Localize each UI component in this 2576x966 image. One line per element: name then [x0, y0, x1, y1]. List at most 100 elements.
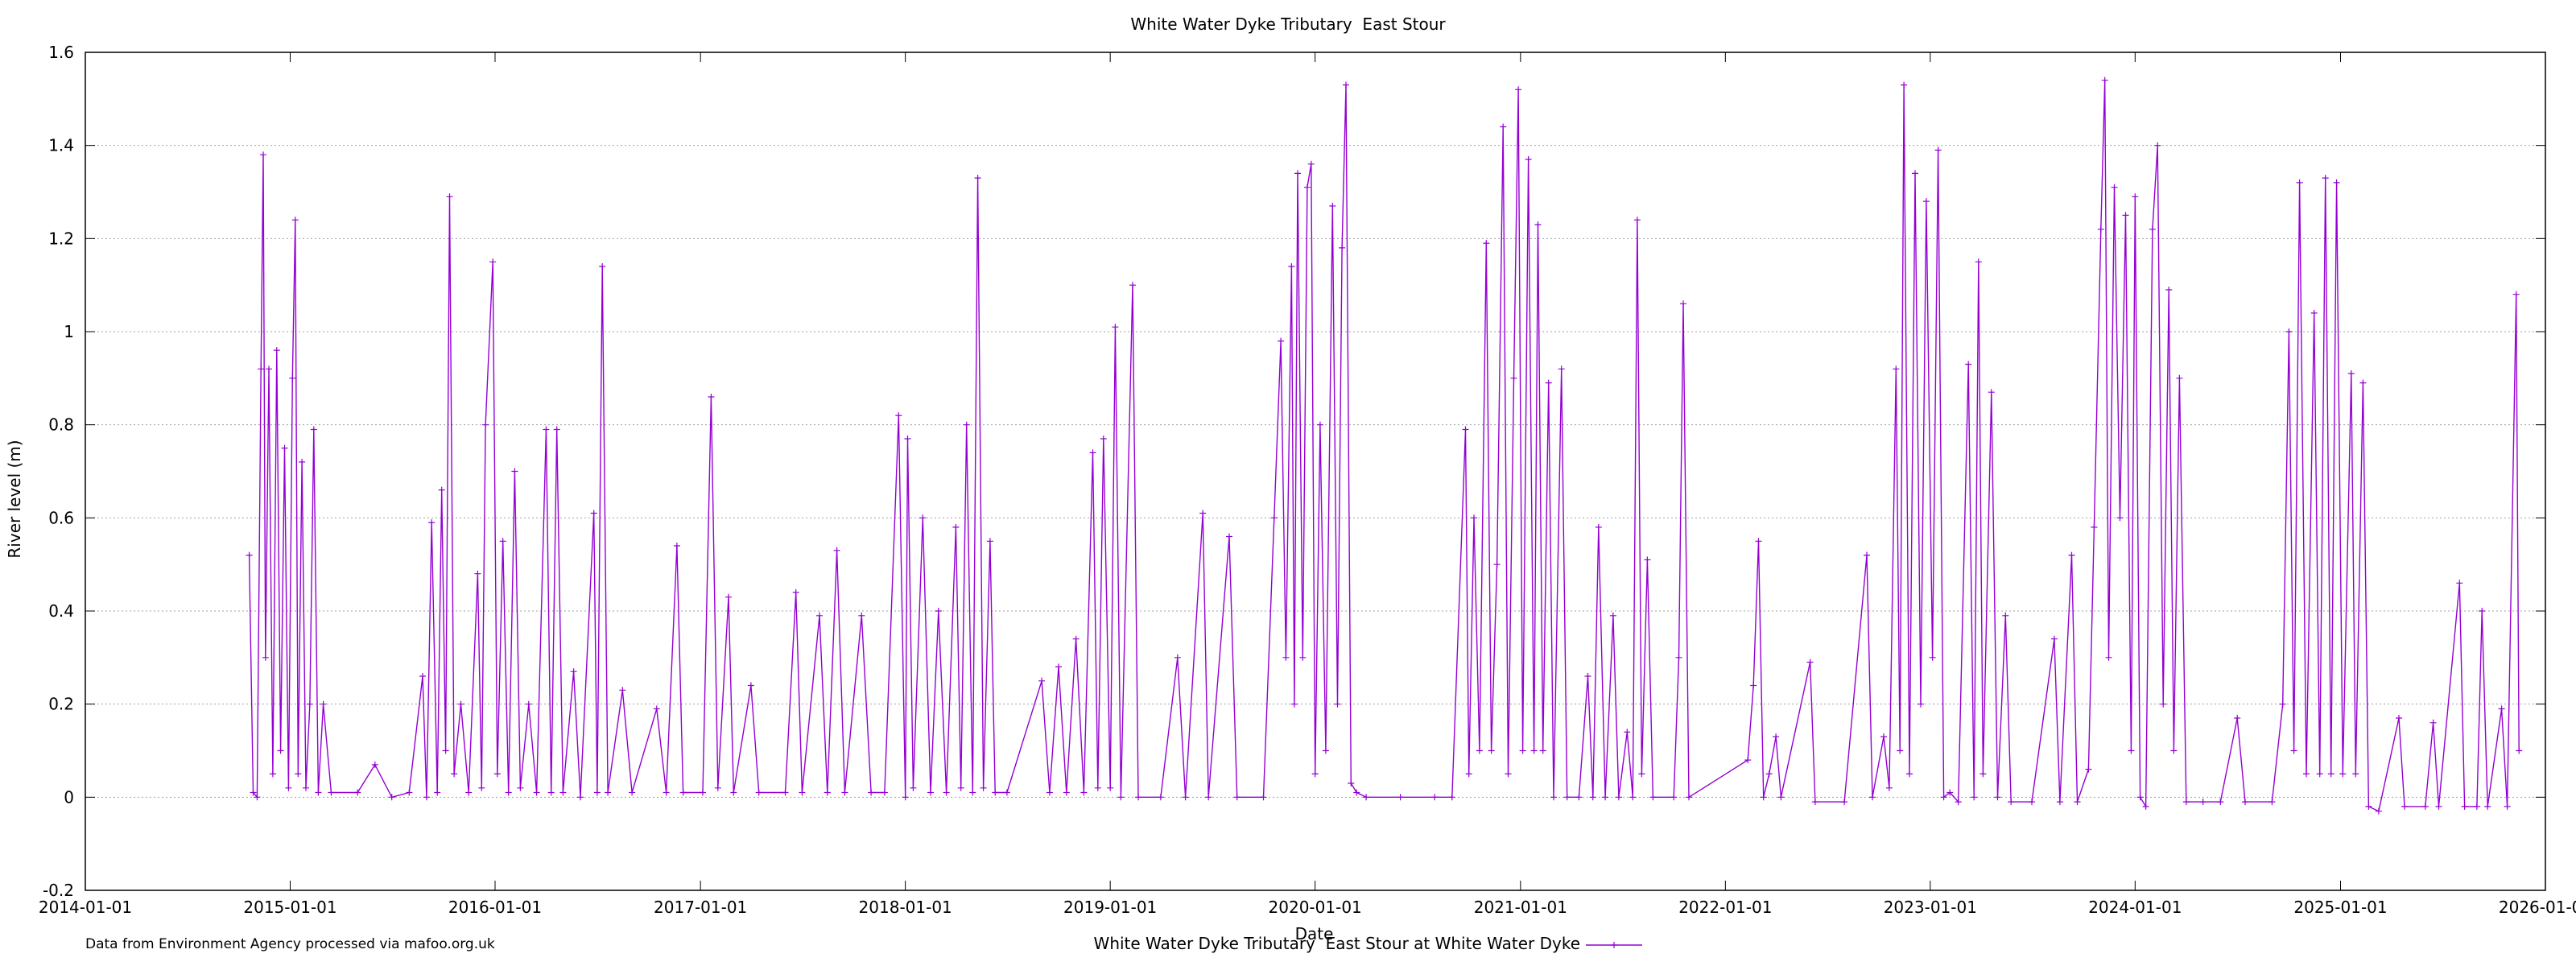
x-axis-label: Date: [1294, 924, 1334, 943]
data-point-marker: [2128, 747, 2135, 754]
y-tick-label: 0.2: [48, 695, 74, 714]
data-point-marker: [2165, 287, 2173, 293]
data-point-marker: [446, 193, 453, 200]
data-point-marker: [2512, 291, 2520, 298]
data-point-marker: [1117, 794, 1125, 801]
y-axis-label: River level (m): [5, 440, 24, 559]
data-point-marker: [992, 789, 999, 796]
data-point-marker: [1675, 654, 1682, 661]
data-point-marker: [1448, 794, 1455, 801]
data-point-marker: [511, 468, 518, 475]
data-point-marker: [246, 551, 253, 559]
data-point-marker: [1765, 770, 1773, 778]
data-point-marker: [2234, 715, 2241, 721]
data-point-marker: [2136, 794, 2144, 801]
data-point-marker: [2322, 175, 2329, 182]
data-point-marker: [593, 789, 601, 796]
data-point-marker: [1979, 770, 1987, 778]
data-point-marker: [2285, 328, 2293, 335]
data-point-marker: [1922, 198, 1930, 205]
data-point-marker: [570, 668, 577, 675]
x-tick-label: 2024-01-01: [2088, 898, 2182, 917]
data-point-marker: [474, 570, 481, 577]
data-point-marker: [1063, 789, 1070, 796]
data-point-marker: [1644, 556, 1651, 564]
data-point-marker: [320, 700, 327, 708]
data-point-marker: [881, 789, 888, 796]
data-point-marker: [442, 747, 449, 754]
data-point-marker: [2365, 803, 2372, 810]
data-point-marker: [1397, 794, 1404, 801]
data-point-marker: [1934, 147, 1942, 154]
data-point-marker: [1955, 799, 1962, 806]
data-point-marker: [1311, 770, 1319, 778]
y-tick-label: 0.6: [48, 508, 74, 527]
x-tick-label: 2026-01-01: [2499, 898, 2576, 917]
y-tick-label: -0.2: [43, 881, 74, 900]
data-point-marker: [2217, 799, 2224, 806]
data-point-marker: [1157, 794, 1164, 801]
data-point-marker: [1940, 794, 1947, 801]
data-point-marker: [266, 365, 272, 373]
data-point-marker: [553, 426, 560, 433]
data-point-marker: [1462, 426, 1469, 433]
data-point-marker: [605, 789, 612, 796]
data-point-marker: [577, 794, 584, 801]
data-point-marker: [902, 794, 909, 801]
y-tick-label: 1.4: [48, 136, 74, 155]
y-tick-label: 1: [64, 322, 74, 341]
data-point-marker: [1906, 770, 1913, 778]
data-point-marker: [2316, 770, 2323, 778]
data-point-marker: [730, 789, 737, 796]
legend-label: White Water Dyke Tributary East Stour at…: [1093, 934, 1580, 953]
x-tick-label: 2023-01-01: [1884, 898, 1977, 917]
data-point-marker: [679, 789, 687, 796]
data-point-marker: [755, 789, 762, 796]
data-point-marker: [2435, 803, 2442, 810]
data-point-marker: [1545, 379, 1552, 386]
data-point-marker: [423, 794, 430, 801]
data-point-marker: [2122, 212, 2129, 219]
data-point-marker: [1841, 799, 1848, 806]
x-tick-label: 2021-01-01: [1474, 898, 1567, 917]
data-point-marker: [1624, 729, 1631, 736]
data-point-marker: [1199, 510, 1207, 517]
data-point-marker: [2498, 705, 2505, 712]
data-point-marker: [478, 784, 485, 791]
x-tick-label: 2020-01-01: [1269, 898, 1362, 917]
data-point-marker: [1975, 258, 1982, 266]
data-point-marker: [824, 789, 831, 796]
data-point-marker: [328, 789, 335, 796]
data-point-marker: [1505, 770, 1512, 778]
data-point-marker: [1476, 747, 1483, 754]
data-point-marker: [1811, 799, 1818, 806]
data-point-marker: [1348, 780, 1355, 786]
data-point-marker: [2296, 179, 2303, 186]
data-point-marker: [858, 612, 865, 619]
data-point-marker: [1465, 770, 1472, 778]
data-point-marker: [315, 789, 322, 796]
data-point-marker: [354, 789, 361, 796]
data-point-marker: [1270, 514, 1278, 522]
data-point-marker: [1994, 794, 2001, 801]
data-point-marker: [1500, 123, 1507, 130]
data-point-marker: [2111, 184, 2118, 191]
data-point-marker: [260, 151, 266, 159]
data-point-marker: [2333, 179, 2340, 186]
data-point-marker: [1003, 789, 1010, 796]
data-point-marker: [277, 747, 284, 754]
data-point-marker: [1112, 324, 1119, 331]
data-point-marker: [1918, 700, 1924, 708]
x-tick-label: 2015-01-01: [243, 898, 336, 917]
tick-marks: -0.2 0 0.2 0.4 0.6 0.8 1 1.2 1.4 1.6 2014-01-01 201…: [39, 43, 2576, 917]
data-point-marker: [1686, 794, 1692, 801]
data-point-marker: [289, 374, 296, 382]
data-point-marker: [2359, 379, 2367, 386]
legend-marker: [1611, 942, 1617, 948]
data-point-marker: [1299, 654, 1307, 661]
data-point-marker: [2461, 803, 2468, 810]
x-tick-label: 2019-01-01: [1063, 898, 1157, 917]
data-point-marker: [2303, 770, 2310, 778]
data-point-marker: [725, 593, 732, 601]
data-point-marker: [1080, 789, 1088, 796]
